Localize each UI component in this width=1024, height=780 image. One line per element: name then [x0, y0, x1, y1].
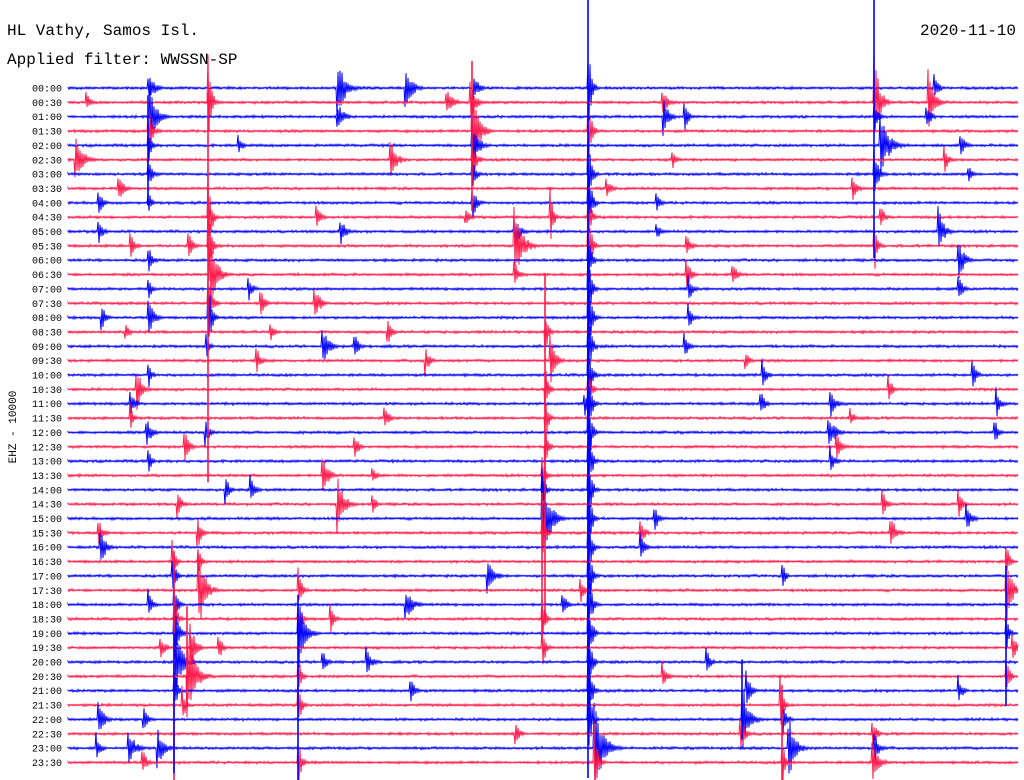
seismogram-trace: [67, 231, 1019, 283]
seismogram-trace: [67, 720, 1019, 780]
time-tick-label: 06:30: [32, 271, 62, 282]
seismogram-trace: [67, 335, 1019, 383]
seismogram-trace: [67, 367, 1019, 414]
time-tick-label: 05:30: [32, 242, 62, 253]
header-filter: Applied filter: WWSSN-SP: [7, 51, 238, 69]
seismogram-trace: [67, 629, 1019, 700]
time-tick-label: 15:30: [32, 529, 62, 540]
time-tick-label: 04:00: [32, 199, 62, 210]
time-tick-label: 11:30: [32, 415, 62, 426]
time-tick-label: 12:00: [32, 429, 62, 440]
seismogram-trace: [67, 88, 1019, 143]
seismogram-trace: [67, 390, 1019, 462]
time-tick-label: 17:30: [32, 587, 62, 598]
seismogram-trace: [67, 205, 1019, 281]
seismogram-trace: [67, 277, 1019, 316]
seismogram-trace: [67, 623, 1019, 665]
time-tick-label: 13:00: [32, 458, 62, 469]
time-tick-label: 05:00: [32, 228, 62, 239]
seismogram-trace: [67, 355, 1019, 434]
seismogram-trace: [67, 92, 1019, 162]
time-tick-label: 03:00: [32, 171, 62, 182]
seismogram-trace: [67, 453, 1019, 518]
seismogram-trace: [67, 172, 1019, 232]
seismogram-trace: [67, 206, 1019, 246]
seismogram-trace: [67, 645, 1019, 718]
time-tick-label: 08:30: [32, 328, 62, 339]
time-tick-label: 16:30: [32, 558, 62, 569]
time-tick-label: 15:00: [32, 515, 62, 526]
seismogram-trace: [67, 330, 1019, 406]
time-tick-label: 08:00: [32, 314, 62, 325]
time-tick-label: 22:30: [32, 730, 62, 741]
time-tick-label: 04:30: [32, 214, 62, 225]
time-tick-label: 21:30: [32, 702, 62, 713]
time-tick-label: 18:30: [32, 615, 62, 626]
time-tick-label: 00:30: [32, 99, 62, 110]
seismogram-trace: [67, 60, 1019, 121]
time-tick-label: 00:00: [32, 85, 62, 96]
seismogram-trace: [67, 132, 1019, 210]
time-tick-label: 09:30: [32, 357, 62, 368]
seismogram-trace: [67, 274, 1019, 339]
seismogram-trace: [67, 112, 1019, 173]
time-tick-label: 23:00: [32, 745, 62, 756]
seismogram-trace: [67, 648, 1019, 725]
seismogram-trace: [67, 429, 1019, 470]
time-tick-label: 11:00: [32, 400, 62, 411]
header-station: HL Vathy, Samos Isl.: [7, 22, 200, 40]
time-tick-label: 17:00: [32, 572, 62, 583]
time-tick-label: 13:30: [32, 472, 62, 483]
seismogram-trace: [67, 702, 1019, 780]
time-tick-label: 14:30: [32, 501, 62, 512]
seismogram-trace: [67, 138, 1019, 178]
time-tick-label: 16:00: [32, 544, 62, 555]
time-tick-label: 19:30: [32, 644, 62, 655]
time-tick-label: 01:00: [32, 113, 62, 124]
time-tick-label: 20:00: [32, 659, 62, 670]
time-tick-label: 03:30: [32, 185, 62, 196]
time-tick-label: 22:00: [32, 716, 62, 727]
time-tick-label: 14:00: [32, 486, 62, 497]
time-tick-label: 23:30: [32, 759, 62, 770]
time-tick-label: 21:00: [32, 687, 62, 698]
time-tick-label: 12:30: [32, 443, 62, 454]
header-date: 2020-11-10: [919, 22, 1016, 40]
time-tick-label: 06:00: [32, 257, 62, 268]
time-tick-label: 10:00: [32, 372, 62, 383]
seismogram-trace: [67, 173, 1019, 239]
time-tick-label: 09:00: [32, 343, 62, 354]
time-tick-label: 02:30: [32, 156, 62, 167]
time-tick-label: 02:00: [32, 142, 62, 153]
seismogram-trace: [67, 320, 1019, 353]
seismogram-trace: [67, 244, 1019, 325]
time-tick-label: 07:30: [32, 300, 62, 311]
seismogram-trace: [67, 48, 1019, 133]
time-tick-label: 07:00: [32, 285, 62, 296]
seismogram-trace: [67, 177, 1019, 200]
time-tick-label: 01:30: [32, 128, 62, 139]
seismogram-trace: [67, 317, 1019, 365]
time-tick-label: 19:00: [32, 630, 62, 641]
time-tick-label: 18:00: [32, 601, 62, 612]
time-tick-label: 10:30: [32, 386, 62, 397]
seismogram-trace: [67, 247, 1019, 301]
seismogram-trace: [67, 677, 1019, 748]
time-tick-label: 20:30: [32, 673, 62, 684]
seismogram-trace: [67, 403, 1019, 433]
seismogram-trace: [67, 674, 1019, 725]
seismogram-trace: [67, 718, 1019, 749]
